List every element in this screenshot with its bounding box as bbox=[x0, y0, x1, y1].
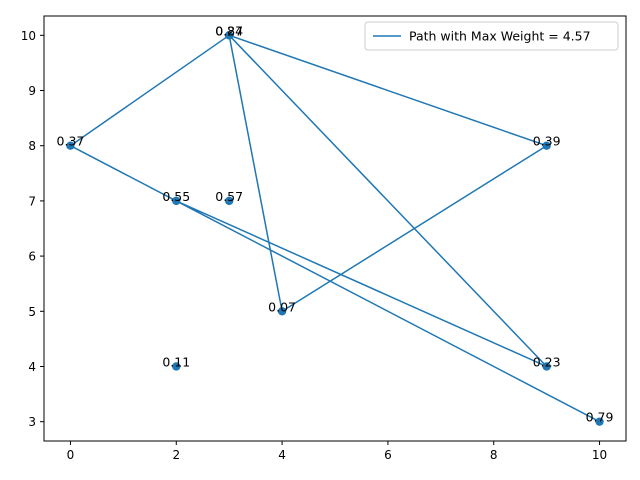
point-label: 0.84 bbox=[215, 23, 243, 38]
point-label: 0.23 bbox=[533, 354, 561, 369]
y-tick-label: 10 bbox=[21, 29, 36, 43]
axes-frame bbox=[43, 15, 627, 442]
axes-layer: 0 2 4 6 8 10 3 4 5 6 7 8 9 10 bbox=[21, 15, 627, 462]
scatter-point bbox=[224, 196, 234, 206]
y-tick-label: 4 bbox=[28, 360, 36, 374]
x-tick-label: 0 bbox=[67, 448, 75, 462]
x-tick-label: 4 bbox=[278, 448, 286, 462]
scatter-point bbox=[172, 362, 181, 371]
y-tick-label: 3 bbox=[28, 415, 36, 429]
point-label: 0.79 bbox=[586, 410, 614, 425]
y-tick-label: 6 bbox=[28, 250, 36, 264]
legend-box bbox=[364, 21, 619, 51]
point-label: 0.07 bbox=[268, 299, 296, 314]
x-tick-label: 8 bbox=[490, 448, 498, 462]
labels-layer: 0.840.27 0.37 0.39 0.55 0.57 0.07 0.11 0.23 0.79 bbox=[57, 23, 614, 424]
x-tick-label: 6 bbox=[384, 448, 392, 462]
y-tick-label: 5 bbox=[28, 305, 36, 319]
point-label: 0.55 bbox=[162, 189, 190, 204]
series-line-0 bbox=[69, 34, 600, 423]
y-tick-label: 7 bbox=[28, 194, 36, 208]
legend-label: Path with Max Weight = 4.57 bbox=[409, 29, 591, 44]
legend: Path with Max Weight = 4.57 bbox=[364, 21, 619, 51]
y-tick-label: 9 bbox=[28, 84, 36, 98]
point-label: 0.39 bbox=[533, 134, 561, 149]
point-label: 0.57 bbox=[215, 189, 243, 204]
point-label: 0.11 bbox=[162, 354, 190, 369]
x-tick-label: 2 bbox=[172, 448, 180, 462]
x-tick-label: 10 bbox=[592, 448, 607, 462]
path-layer bbox=[69, 34, 600, 423]
point-label: 0.37 bbox=[57, 134, 85, 149]
point-label: 0.27 bbox=[215, 23, 243, 38]
y-tick-label: 8 bbox=[28, 139, 36, 153]
